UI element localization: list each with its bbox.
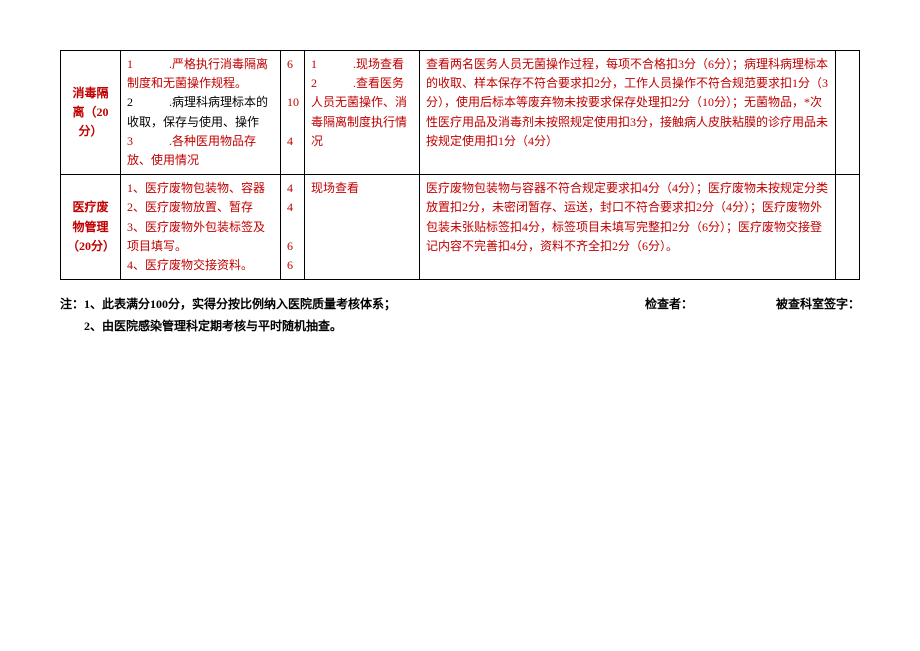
- score-value: 4: [287, 179, 298, 198]
- content-line: 3、医疗废物外包装标签及项目填写。: [127, 218, 274, 256]
- score-value: [287, 113, 298, 132]
- criteria-cell: 医疗废物包装物与容器不符合规定要求扣4分（4分）；医疗废物未按规定分类放置扣2分…: [420, 175, 836, 280]
- end-cell: [836, 175, 860, 280]
- content-line: 4、医疗废物交接资料。: [127, 256, 274, 275]
- method-line: 现场查看: [311, 179, 413, 198]
- content-line: 2、医疗废物放置、暂存: [127, 198, 274, 217]
- criteria-cell: 查看两名医务人员无菌操作过程，每项不合格扣3分（6分）；病理科病理标本的收取、样…: [420, 51, 836, 175]
- score-cell: 6 10 4: [281, 51, 305, 175]
- content-line: 1、医疗废物包装物、容器: [127, 179, 274, 198]
- note-line1-left: 注：1、此表满分100分，实得分按比例纳入医院质量考核体系；: [60, 294, 396, 316]
- score-value: [287, 218, 298, 237]
- content-line: 1 .严格执行消毒隔离制度和无菌操作规程。: [127, 55, 274, 93]
- category-label: 医疗废物管理（20分）: [67, 200, 115, 252]
- category-label: 消毒隔离（20分）: [72, 86, 108, 138]
- end-cell: [836, 51, 860, 175]
- score-value: 10: [287, 93, 298, 112]
- content-cell: 1 .严格执行消毒隔离制度和无菌操作规程。2 .病理科病理标本的收取，保存与使用…: [121, 51, 281, 175]
- criteria-text: 医疗废物包装物与容器不符合规定要求扣4分（4分）；医疗废物未按规定分类放置扣2分…: [426, 179, 829, 256]
- method-line: 2 .查看医务人员无菌操作、消毒隔离制度执行情况: [311, 74, 413, 151]
- score-cell: 44 66: [281, 175, 305, 280]
- score-value: 6: [287, 256, 298, 275]
- score-value: 4: [287, 132, 298, 151]
- category-cell: 消毒隔离（20分）: [61, 51, 121, 175]
- content-line: 2 .病理科病理标本的收取，保存与使用、操作: [127, 93, 274, 131]
- score-value: 4: [287, 198, 298, 217]
- score-value: 6: [287, 237, 298, 256]
- method-cell: 1 .现场查看2 .查看医务人员无菌操作、消毒隔离制度执行情况: [305, 51, 420, 175]
- assessment-table: 消毒隔离（20分） 1 .严格执行消毒隔离制度和无菌操作规程。2 .病理科病理标本…: [60, 50, 860, 280]
- content-cell: 1、医疗废物包装物、容器2、医疗废物放置、暂存3、医疗废物外包装标签及项目填写。…: [121, 175, 281, 280]
- category-cell: 医疗废物管理（20分）: [61, 175, 121, 280]
- footer-notes: 注：1、此表满分100分，实得分按比例纳入医院质量考核体系； 检查者： 被查科室…: [60, 294, 860, 337]
- note-checker: 检查者：: [645, 297, 693, 311]
- score-value: 6: [287, 55, 298, 74]
- criteria-text: 查看两名医务人员无菌操作过程，每项不合格扣3分（6分）；病理科病理标本的收取、样…: [426, 55, 829, 151]
- method-line: 1 .现场查看: [311, 55, 413, 74]
- content-line: 3 .各种医用物品存放、使用情况: [127, 132, 274, 170]
- score-value: [287, 74, 298, 93]
- method-cell: 现场查看: [305, 175, 420, 280]
- note-line2: 2、由医院感染管理科定期考核与平时随机抽查。: [60, 316, 860, 338]
- note-signature: 被查科室签字：: [776, 297, 860, 311]
